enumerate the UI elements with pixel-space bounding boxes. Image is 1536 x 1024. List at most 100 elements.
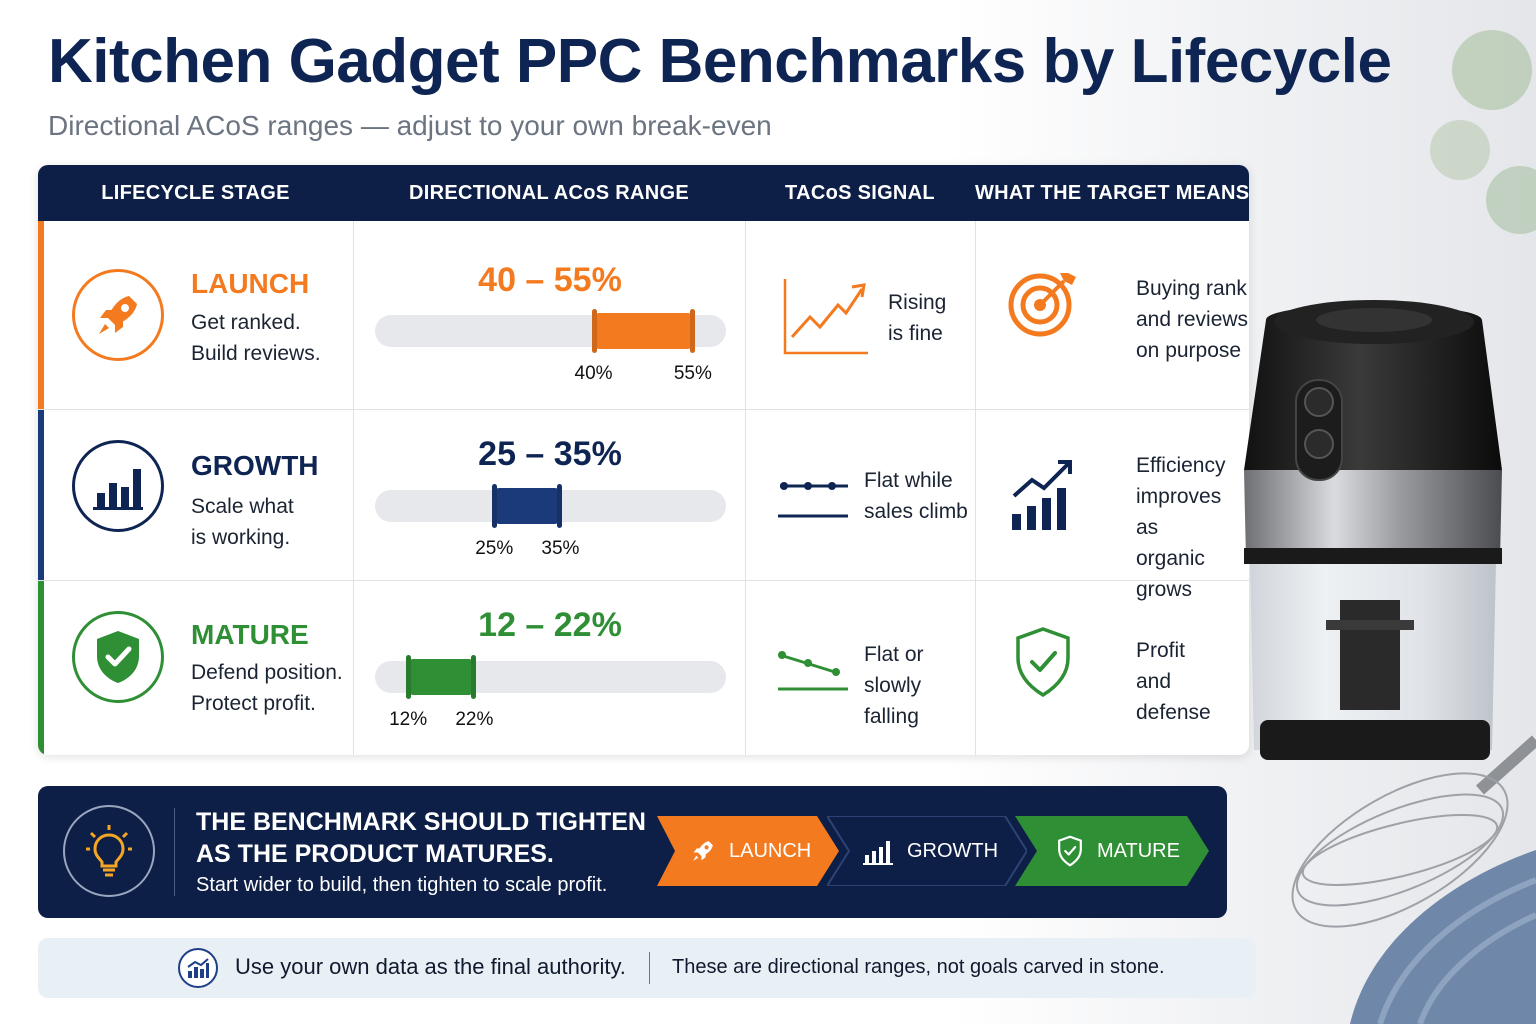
stage-desc-line: Scale what bbox=[191, 495, 294, 518]
food-chopper-illustration bbox=[1244, 30, 1536, 1024]
stage-desc-line: Protect profit. bbox=[191, 692, 316, 715]
acos-min-label: 12% bbox=[389, 709, 428, 730]
step-label: LAUNCH bbox=[729, 839, 812, 862]
header-lifecycle-stage: LIFECYCLE STAGE bbox=[101, 182, 290, 204]
rising-trend-icon bbox=[783, 279, 868, 355]
stage-desc-line: Defend position. bbox=[191, 661, 343, 684]
header-acos-range: DIRECTIONAL ACoS RANGE bbox=[409, 182, 689, 204]
acos-range-bar bbox=[408, 659, 475, 695]
signal-line: Rising bbox=[888, 291, 947, 314]
footer-authority-text: Use your own data as the final authority… bbox=[235, 954, 626, 979]
footer-note: Use your own data as the final authority… bbox=[38, 938, 1256, 998]
acos-range-track bbox=[375, 488, 726, 524]
tacos-signal-cell: Rising is fine bbox=[745, 221, 975, 409]
table-header: LIFECYCLE STAGE DIRECTIONAL ACoS RANGE T… bbox=[38, 165, 1249, 221]
meaning-line: Profit bbox=[1136, 639, 1186, 662]
shield-check-icon bbox=[72, 611, 164, 703]
meaning-line: on purpose bbox=[1136, 339, 1242, 362]
target-meaning-cell: Profit and defense bbox=[975, 581, 1249, 755]
meaning-line: and reviews bbox=[1136, 308, 1249, 331]
acos-range-track bbox=[375, 659, 726, 695]
acos-max-label: 35% bbox=[541, 538, 580, 559]
stage-desc-line: Get ranked. bbox=[191, 311, 301, 334]
step-label: MATURE bbox=[1097, 839, 1180, 862]
acos-max-label: 55% bbox=[673, 363, 712, 384]
tacos-signal-cell: Flat while sales climb bbox=[745, 410, 975, 580]
row-accent bbox=[38, 410, 44, 580]
banner-heading-line: AS THE PRODUCT MATURES. bbox=[196, 840, 554, 868]
banner-subtext: Start wider to build, then tighten to sc… bbox=[196, 874, 608, 896]
meaning-line: and defense bbox=[1136, 670, 1211, 724]
stage-desc-line: Build reviews. bbox=[191, 342, 321, 365]
meaning-line: improves as bbox=[1136, 485, 1222, 539]
step-launch: LAUNCH bbox=[657, 816, 839, 886]
table-row-launch: LAUNCH Get ranked. Build reviews. 40 – 5… bbox=[38, 221, 1249, 410]
acos-range-label: 12 – 22% bbox=[478, 606, 622, 644]
banner-heading: THE BENCHMARK SHOULD TIGHTEN AS THE PROD… bbox=[196, 806, 656, 870]
stage-name: GROWTH bbox=[191, 450, 319, 481]
footer-separator bbox=[649, 952, 650, 984]
falling-trend-icon bbox=[778, 651, 848, 691]
target-icon bbox=[1008, 273, 1076, 337]
growth-chart-icon bbox=[1012, 460, 1072, 530]
acos-range-track bbox=[375, 313, 726, 349]
acos-range-cell: 12 – 22% 12% 22% bbox=[353, 581, 745, 755]
target-meaning-cell: Efficiency improves as organic grows bbox=[975, 410, 1249, 601]
target-meaning-text: Profit and defense bbox=[1136, 635, 1249, 728]
acos-min-label: 25% bbox=[475, 538, 514, 559]
meaning-line: Buying rank bbox=[1136, 277, 1247, 300]
tacos-signal-text: Flat or slowly falling bbox=[864, 639, 975, 732]
analytics-icon bbox=[178, 948, 218, 988]
target-meaning-cell: Buying rank and reviews on purpose bbox=[975, 221, 1249, 409]
meaning-line: Efficiency bbox=[1136, 454, 1226, 477]
acos-min-label: 40% bbox=[574, 363, 613, 384]
acos-range-cell: 40 – 55% 40% 55% bbox=[353, 221, 745, 409]
signal-line: slowly falling bbox=[864, 674, 922, 728]
target-meaning-text: Buying rank and reviews on purpose bbox=[1136, 273, 1248, 366]
header-target-meaning: WHAT THE TARGET MEANS bbox=[975, 182, 1249, 204]
signal-line: Flat or bbox=[864, 643, 924, 666]
stage-description: Get ranked. Build reviews. bbox=[191, 307, 321, 369]
rocket-icon bbox=[693, 841, 713, 861]
acos-range-bar bbox=[593, 313, 693, 349]
shield-check-outline-icon bbox=[1016, 627, 1070, 698]
signal-line: sales climb bbox=[864, 500, 968, 523]
header-tacos-signal: TACoS SIGNAL bbox=[785, 182, 935, 204]
stage-description: Scale what is working. bbox=[191, 491, 294, 553]
banner-heading-line: THE BENCHMARK SHOULD TIGHTEN bbox=[196, 808, 646, 836]
bar-chart-icon bbox=[72, 440, 164, 532]
acos-max-label: 22% bbox=[455, 709, 494, 730]
stage-desc-line: is working. bbox=[191, 526, 291, 549]
step-growth: GROWTH bbox=[827, 816, 1027, 886]
signal-line: Flat while bbox=[864, 469, 953, 492]
footer-disclaimer-text: These are directional ranges, not goals … bbox=[672, 956, 1165, 978]
flat-trend-icon bbox=[778, 482, 848, 518]
table-row-growth: GROWTH Scale what is working. 25 – 35% 2… bbox=[38, 410, 1249, 601]
target-meaning-text: Efficiency improves as organic grows bbox=[1136, 450, 1249, 605]
tacos-signal-text: Flat while sales climb bbox=[864, 465, 968, 527]
acos-range-bar bbox=[494, 488, 561, 524]
tacos-signal-cell: Flat or slowly falling bbox=[745, 581, 975, 755]
stage-name: MATURE bbox=[191, 619, 309, 650]
benchmark-table: LIFECYCLE STAGE DIRECTIONAL ACoS RANGE T… bbox=[38, 165, 1249, 755]
page-title: Kitchen Gadget PPC Benchmarks by Lifecyc… bbox=[48, 27, 1392, 96]
step-label: GROWTH bbox=[907, 839, 999, 862]
page-subtitle: Directional ACoS ranges — adjust to your… bbox=[48, 110, 772, 141]
acos-range-cell: 25 – 35% 25% 35% bbox=[353, 410, 745, 580]
acos-range-label: 25 – 35% bbox=[478, 435, 622, 473]
stage-name: LAUNCH bbox=[191, 268, 310, 299]
tacos-signal-text: Rising is fine bbox=[888, 287, 946, 349]
lightbulb-icon bbox=[63, 805, 155, 897]
meaning-line: organic grows bbox=[1136, 547, 1205, 601]
step-mature: MATURE bbox=[1015, 816, 1209, 886]
table-row-mature: MATURE Defend position. Protect profit. … bbox=[38, 581, 1249, 755]
signal-line: is fine bbox=[888, 322, 943, 345]
shield-check-icon bbox=[1058, 835, 1082, 867]
row-accent bbox=[38, 581, 44, 755]
banner-divider bbox=[174, 808, 175, 896]
stage-description: Defend position. Protect profit. bbox=[191, 657, 343, 719]
row-accent bbox=[38, 221, 44, 409]
bar-chart-icon bbox=[863, 841, 893, 865]
summary-banner: THE BENCHMARK SHOULD TIGHTEN AS THE PROD… bbox=[38, 786, 1227, 918]
rocket-icon bbox=[72, 269, 164, 361]
